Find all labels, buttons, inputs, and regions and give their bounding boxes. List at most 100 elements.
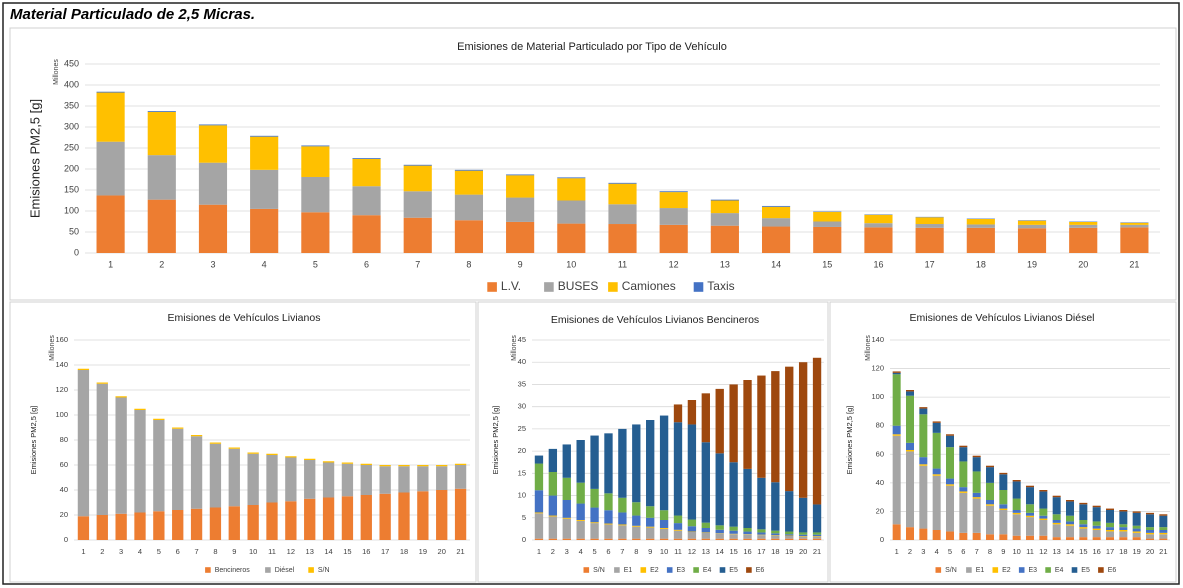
bar-segment (557, 178, 586, 201)
y-tick-label: 160 (55, 335, 68, 344)
bar-segment (986, 534, 994, 540)
x-tick-label: 21 (813, 547, 821, 556)
bar-segment (1159, 532, 1168, 535)
bar-segment (972, 497, 981, 499)
bar-segment (250, 135, 279, 137)
bar-segment (403, 217, 432, 253)
bar-segment (946, 485, 954, 532)
bar-segment (576, 538, 585, 540)
bar-segment (352, 158, 381, 159)
bar-segment (147, 111, 176, 156)
bar-segment (604, 433, 613, 494)
x-tick-label: 15 (343, 547, 351, 556)
bar-segment (436, 466, 448, 490)
bar-segment (659, 224, 688, 253)
bar-segment (1079, 520, 1088, 525)
bar-segment (959, 491, 968, 493)
x-tick-label: 10 (249, 547, 257, 556)
panel-frame (9, 27, 1177, 301)
bar-segment (972, 498, 981, 533)
legend-swatch (1018, 567, 1025, 573)
bar-segment (812, 538, 822, 540)
bar-segment (548, 515, 558, 517)
bar-segment (1092, 537, 1101, 540)
bar-segment (1119, 537, 1128, 540)
x-tick-label: 18 (976, 259, 986, 269)
bar-segment (892, 434, 901, 436)
bar-segment (398, 465, 410, 467)
bar-segment (562, 517, 571, 519)
bar-segment (864, 223, 893, 228)
bar-segment (771, 482, 780, 531)
bar-segment (946, 484, 954, 486)
bar-segment (710, 200, 739, 214)
bar-segment (798, 536, 808, 539)
bar-segment (1026, 515, 1034, 518)
bar-segment (646, 526, 655, 528)
x-tick-label: 11 (1026, 547, 1034, 556)
page-title: Material Particulado de 2,5 Micras. (10, 6, 255, 23)
bar-segment (209, 507, 222, 540)
x-tick-label: 12 (287, 547, 295, 556)
bar-segment (659, 510, 669, 520)
bar-segment (604, 510, 613, 524)
bar-segment (454, 463, 467, 465)
bar-segment (919, 457, 928, 465)
bar-segment (1159, 538, 1168, 540)
x-tick-label: 21 (1129, 259, 1139, 269)
bar-segment (946, 434, 954, 436)
bar-segment (999, 474, 1008, 490)
bar-segment (1119, 531, 1128, 538)
y-tick-label: 20 (60, 510, 68, 519)
bar-segment (932, 530, 941, 540)
x-tick-label: 6 (606, 547, 610, 556)
legend-swatch (1071, 567, 1078, 573)
bar-segment (562, 518, 571, 539)
x-tick-label: 20 (799, 547, 807, 556)
bar-segment (1119, 524, 1128, 528)
y-tick-label: 120 (55, 385, 68, 394)
legend-swatch (1098, 567, 1104, 573)
y-axis-label: Emisiones PM2,5 [g] (29, 406, 38, 475)
y-tick-label: 300 (64, 121, 79, 131)
bar-segment (812, 504, 822, 533)
chart-title: Emisiones de Vehículos Livianos Diésel (909, 312, 1094, 324)
bar-segment (757, 532, 766, 535)
bar-segment (1159, 514, 1168, 516)
bar-segment (715, 525, 724, 530)
bar-segment (1159, 527, 1168, 530)
bar-segment (919, 465, 928, 529)
bar-segment (1106, 508, 1114, 510)
y-tick-label: 10 (518, 491, 526, 500)
bar-segment (1106, 530, 1114, 532)
bar-segment (1146, 534, 1154, 539)
bar-segment (557, 200, 586, 224)
bar-segment (134, 512, 146, 540)
bar-segment (352, 215, 381, 253)
bar-segment (1039, 490, 1048, 492)
bar-segment (209, 442, 222, 444)
bar-segment (986, 505, 994, 535)
y-axis-label: Emisiones PM2,5 [g] (491, 406, 500, 475)
bar-segment (743, 538, 752, 540)
bar-segment (673, 529, 683, 531)
bar-segment (999, 490, 1008, 505)
x-tick-label: 18 (771, 547, 779, 556)
x-tick-label: 5 (948, 547, 952, 556)
bar-segment (1132, 537, 1141, 540)
bar-segment (632, 424, 641, 503)
x-tick-label: 9 (232, 547, 236, 556)
x-tick-label: 1 (108, 259, 113, 269)
bar-segment (534, 455, 544, 464)
x-tick-label: 2 (551, 547, 555, 556)
bar-segment (1159, 530, 1168, 533)
legend-swatch (746, 567, 752, 573)
bar-segment (1146, 527, 1154, 530)
bar-segment (1066, 501, 1074, 516)
bar-segment (812, 532, 822, 535)
bar-segment (341, 463, 354, 497)
bar-segment (959, 492, 968, 533)
y-tick-label: 100 (871, 392, 884, 401)
bar-segment (932, 432, 941, 469)
